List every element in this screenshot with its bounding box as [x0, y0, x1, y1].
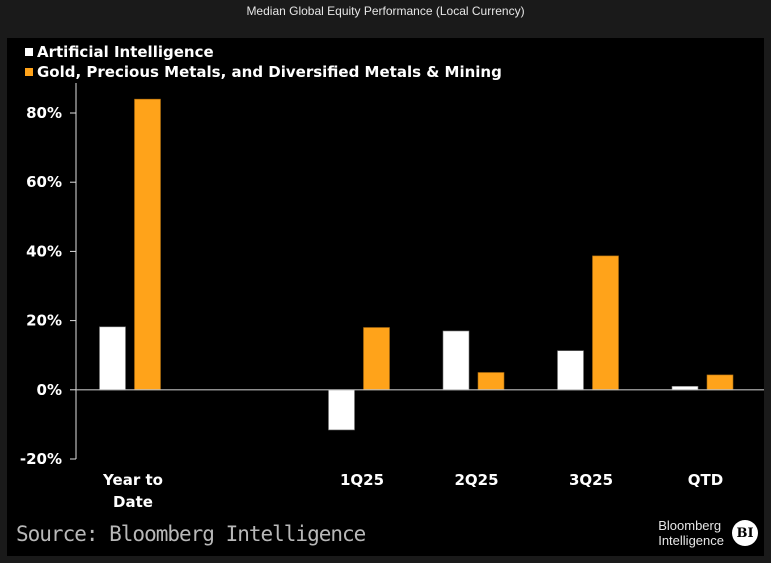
bar-ai [99, 326, 126, 391]
brand-line-1: Bloomberg [658, 518, 722, 533]
legend-swatch-ai [25, 48, 33, 56]
x-category-label: QTD [688, 471, 723, 489]
legend-item-ai: Artificial Intelligence [25, 42, 502, 62]
legend-label-gold: Gold, Precious Metals, and Diversified M… [37, 63, 502, 81]
y-tick-label: 20% [26, 312, 62, 330]
bi-badge-icon: BI [732, 520, 758, 546]
legend-item-gold: Gold, Precious Metals, and Diversified M… [25, 62, 502, 82]
bar-gold [592, 255, 619, 391]
y-tick-label: 0% [37, 381, 62, 399]
bar-ai [557, 350, 584, 391]
legend-label-ai: Artificial Intelligence [37, 43, 214, 61]
y-tick-label: 60% [26, 173, 62, 191]
bar-gold [477, 372, 505, 391]
bar-gold [134, 98, 161, 391]
x-category-label: Date [113, 493, 153, 511]
x-category-label: 3Q25 [569, 471, 613, 489]
bar-gold [706, 374, 734, 391]
legend-swatch-gold [25, 68, 33, 76]
bloomberg-intelligence-logo: Bloomberg Intelligence BI [658, 518, 758, 548]
bar-ai [442, 330, 470, 391]
x-category-label: Year to [102, 471, 163, 489]
source-note: Source: Bloomberg Intelligence [16, 522, 366, 546]
brand-line-2: Intelligence [658, 533, 724, 548]
y-tick-label: -20% [20, 450, 62, 468]
legend: Artificial Intelligence Gold, Precious M… [25, 42, 502, 82]
x-category-label: 1Q25 [340, 471, 384, 489]
brand-text: Bloomberg Intelligence [658, 518, 724, 548]
x-category-label: 2Q25 [454, 471, 498, 489]
bar-ai [328, 389, 355, 431]
y-tick-label: 40% [26, 242, 62, 260]
chart-plot: -20% 0% 20% 40% 60% 80% Year to Date 1Q25 2Q25 3Q2… [20, 83, 764, 511]
y-tick-label: 80% [26, 104, 62, 122]
bar-gold [363, 327, 390, 391]
chart-panel: -20% 0% 20% 40% 60% 80% Year to Date 1Q25 2Q25 3Q2… [7, 38, 764, 556]
chart-title: Median Global Equity Performance (Local … [246, 4, 525, 18]
